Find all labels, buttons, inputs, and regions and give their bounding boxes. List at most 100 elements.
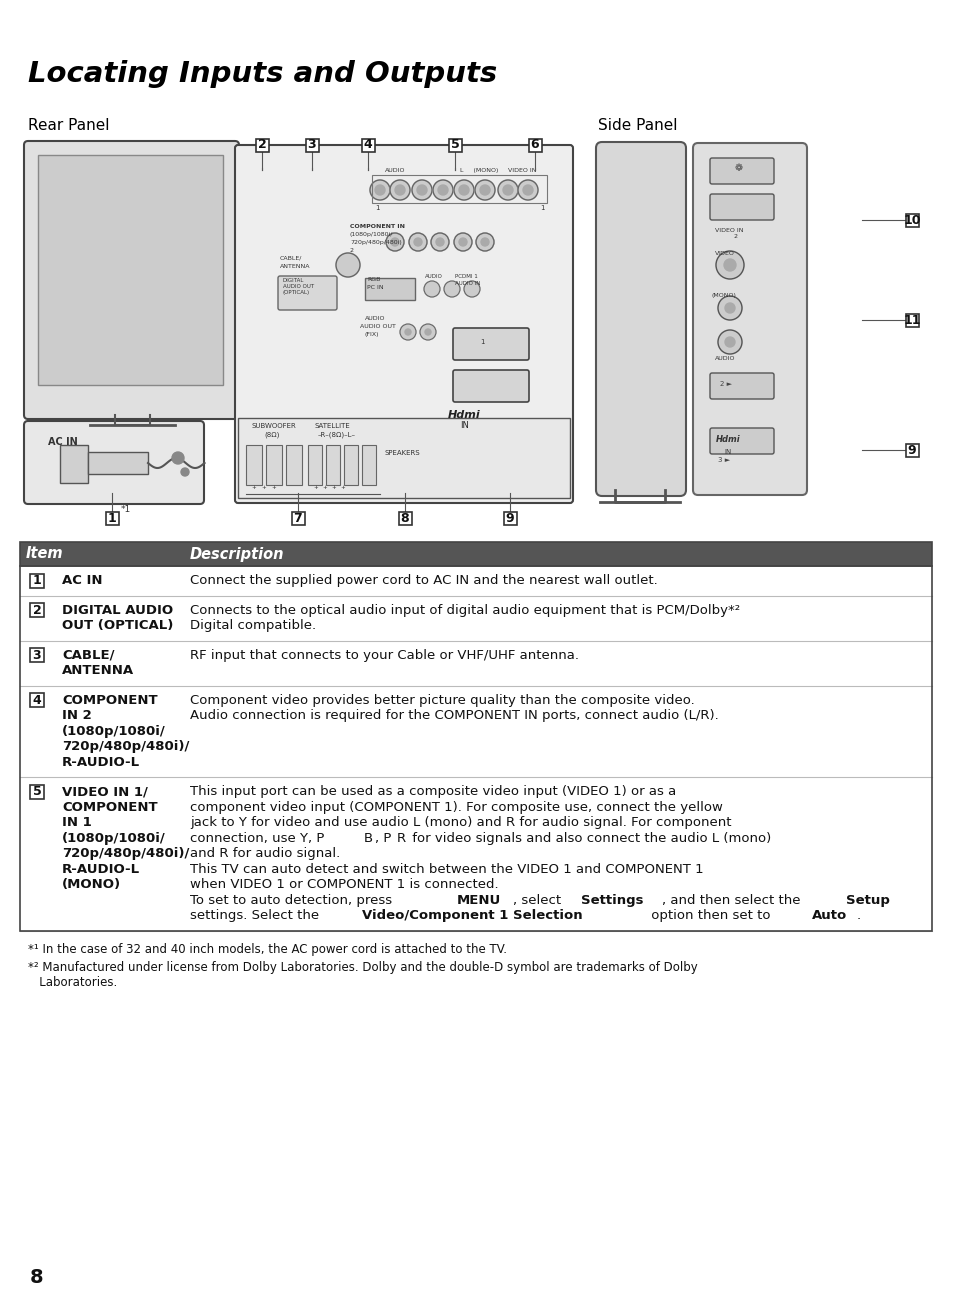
Text: , and then select the: , and then select the [661, 894, 803, 907]
FancyBboxPatch shape [234, 145, 573, 504]
Text: 1: 1 [539, 205, 544, 212]
Text: *1: *1 [121, 505, 132, 514]
Text: R: R [395, 832, 405, 845]
Circle shape [390, 180, 410, 200]
Bar [60, 445, 88, 483]
Circle shape [716, 251, 743, 279]
Text: +: + [261, 485, 266, 491]
Bar [372, 175, 546, 202]
Text: AUDIO OUT: AUDIO OUT [283, 284, 314, 289]
Text: settings. Select the: settings. Select the [190, 910, 323, 923]
Bar [905, 214, 918, 227]
Bar [20, 543, 931, 566]
Text: RF input that connects to your Cable or VHF/UHF antenna.: RF input that connects to your Cable or … [190, 649, 578, 662]
Bar [30, 785, 44, 798]
Text: AUDIO: AUDIO [365, 315, 385, 321]
FancyBboxPatch shape [692, 143, 806, 495]
Text: IN 2: IN 2 [62, 709, 91, 722]
Bar [30, 604, 44, 618]
Text: ❁: ❁ [734, 164, 742, 173]
Circle shape [431, 234, 449, 251]
Text: 2 ►: 2 ► [720, 382, 731, 387]
Text: OUT (OPTICAL): OUT (OPTICAL) [62, 619, 173, 632]
Text: L     (MONO): L (MONO) [459, 167, 497, 173]
Bar [246, 445, 262, 485]
Bar [20, 640, 931, 685]
Bar [20, 566, 931, 931]
Text: PC IN: PC IN [367, 286, 383, 289]
Bar [361, 139, 375, 152]
Circle shape [416, 186, 427, 195]
Circle shape [480, 238, 489, 247]
Text: Settings: Settings [580, 894, 642, 907]
Bar [292, 511, 305, 524]
FancyBboxPatch shape [709, 428, 773, 454]
Text: (1080p/1080i/: (1080p/1080i/ [62, 724, 166, 737]
Text: 11: 11 [902, 314, 920, 327]
Text: 10: 10 [902, 213, 920, 226]
Bar [503, 511, 517, 524]
Text: SPEAKERS: SPEAKERS [385, 450, 420, 456]
Text: 7: 7 [294, 511, 302, 524]
Bar [106, 511, 119, 524]
Text: 9: 9 [505, 511, 514, 524]
Circle shape [718, 330, 741, 354]
Bar [449, 139, 461, 152]
FancyBboxPatch shape [709, 373, 773, 398]
Text: 1: 1 [108, 511, 116, 524]
Text: SATELLITE: SATELLITE [314, 423, 351, 430]
Text: jack to Y for video and use audio L (mono) and R for audio signal. For component: jack to Y for video and use audio L (mon… [190, 816, 731, 829]
Text: AUDIO: AUDIO [385, 167, 405, 173]
Text: Item: Item [26, 546, 64, 562]
Circle shape [395, 186, 405, 195]
Text: +: + [322, 485, 327, 491]
Circle shape [463, 280, 479, 297]
Circle shape [412, 180, 432, 200]
Text: CABLE/: CABLE/ [62, 649, 114, 662]
Text: (MONO): (MONO) [711, 293, 736, 299]
Text: *¹ In the case of 32 and 40 inch models, the AC power cord is attached to the TV: *¹ In the case of 32 and 40 inch models,… [28, 942, 506, 955]
Text: DIGITAL AUDIO: DIGITAL AUDIO [62, 604, 172, 617]
Text: 3 ►: 3 ► [718, 457, 729, 463]
Text: VIDEO IN: VIDEO IN [714, 228, 742, 234]
Text: , P: , P [375, 832, 391, 845]
Bar [286, 445, 302, 485]
Text: Audio connection is required for the COMPONENT IN ports, connect audio (L/R).: Audio connection is required for the COM… [190, 709, 718, 722]
Circle shape [502, 186, 513, 195]
Bar [361, 445, 375, 485]
Text: .: . [856, 910, 861, 923]
Text: Hdmi: Hdmi [448, 410, 480, 421]
Text: 8: 8 [400, 511, 409, 524]
Text: 2: 2 [733, 234, 738, 239]
Bar [20, 543, 931, 566]
Text: Component video provides better picture quality than the composite video.: Component video provides better picture … [190, 693, 694, 706]
Text: (FIX): (FIX) [365, 332, 379, 337]
Circle shape [423, 280, 439, 297]
Text: Side Panel: Side Panel [598, 118, 677, 132]
Text: R-AUDIO-L: R-AUDIO-L [62, 755, 140, 768]
Bar [529, 139, 541, 152]
Circle shape [723, 260, 735, 271]
Circle shape [458, 238, 467, 247]
FancyBboxPatch shape [24, 141, 239, 419]
Text: Video/Component 1 Selection: Video/Component 1 Selection [362, 910, 582, 923]
Circle shape [419, 324, 436, 340]
Circle shape [181, 469, 189, 476]
Text: Rear Panel: Rear Panel [28, 118, 110, 132]
Bar [365, 278, 415, 300]
Text: AC IN: AC IN [62, 574, 102, 587]
FancyBboxPatch shape [709, 193, 773, 219]
Bar [30, 693, 44, 707]
Bar [326, 445, 339, 485]
Text: *² Manufactured under license from Dolby Laboratories. Dolby and the double-D sy: *² Manufactured under license from Dolby… [28, 961, 697, 974]
Text: AUDIO: AUDIO [424, 274, 442, 279]
Text: (8Ω): (8Ω) [264, 431, 279, 437]
Circle shape [517, 180, 537, 200]
Bar [0, 130, 953, 510]
Text: 720p/480p/480i): 720p/480p/480i) [350, 240, 401, 245]
Bar [20, 778, 931, 931]
Circle shape [454, 180, 474, 200]
Bar [255, 139, 269, 152]
Text: for video signals and also connect the audio L (mono): for video signals and also connect the a… [408, 832, 771, 845]
Text: Laboratories.: Laboratories. [28, 976, 117, 989]
